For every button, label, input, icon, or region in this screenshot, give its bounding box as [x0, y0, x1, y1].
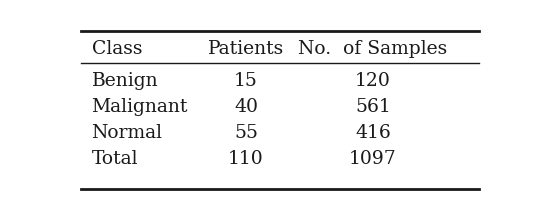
Text: Normal: Normal	[92, 124, 163, 142]
Text: 15: 15	[234, 72, 258, 90]
Text: 561: 561	[355, 98, 391, 116]
Text: Patients: Patients	[208, 40, 284, 58]
Text: No.  of Samples: No. of Samples	[298, 40, 448, 58]
Text: 40: 40	[234, 98, 258, 116]
Text: Malignant: Malignant	[92, 98, 188, 116]
Text: 120: 120	[355, 72, 391, 90]
Text: Total: Total	[92, 150, 138, 168]
Text: 1097: 1097	[349, 150, 397, 168]
Text: Benign: Benign	[92, 72, 158, 90]
Text: 110: 110	[228, 150, 264, 168]
Text: 55: 55	[234, 124, 258, 142]
Text: Class: Class	[92, 40, 142, 58]
Text: 416: 416	[355, 124, 391, 142]
